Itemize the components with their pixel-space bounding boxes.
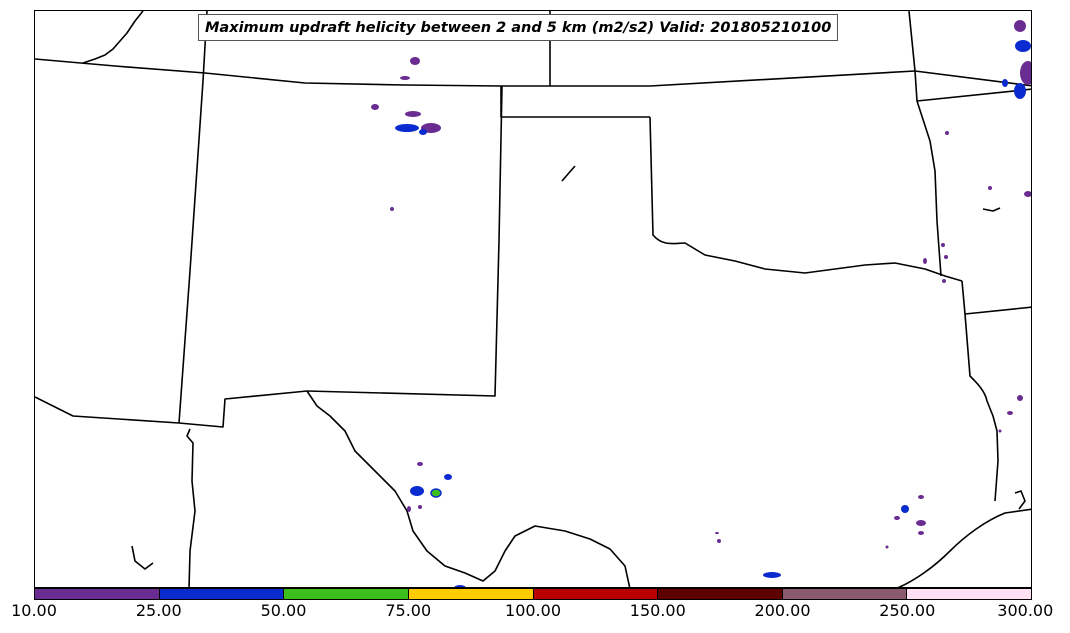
helicity-cell (715, 532, 719, 534)
helicity-cell (763, 572, 781, 578)
helicity-cell (410, 57, 420, 65)
state-border-arkansas-west (908, 11, 942, 277)
state-border-colorado-east (306, 85, 503, 397)
colorbar-tick-label: 25.00 (135, 601, 182, 620)
helicity-cell (923, 258, 927, 264)
helicity-cell (945, 131, 949, 135)
map-title: Maximum updraft helicity between 2 and 5… (198, 14, 839, 41)
helicity-cell (407, 506, 411, 512)
state-border-north (35, 58, 916, 87)
helicity-cell (1017, 395, 1023, 401)
helicity-cell (1015, 40, 1031, 52)
colorbar-segment (658, 589, 783, 599)
helicity-cell (944, 255, 948, 259)
helicity-cell (417, 462, 423, 466)
map-panel (34, 10, 1032, 588)
colorbar-segment (408, 589, 534, 599)
state-border-nm-tx (178, 390, 308, 428)
colorbar-segment (533, 589, 659, 599)
helicity-cell (1002, 79, 1008, 87)
state-border-rio-grande (306, 390, 631, 587)
colorbar (34, 588, 1032, 600)
helicity-cell (1014, 83, 1026, 99)
helicity-cell (941, 243, 945, 247)
state-border-kansas-north-right (914, 70, 1031, 87)
lake-feature-arkansas (982, 207, 1001, 212)
state-border-missouri-south (916, 88, 1031, 102)
lake-feature-border (131, 545, 154, 570)
colorbar-segment (159, 589, 285, 599)
helicity-cell (1031, 103, 1032, 109)
helicity-cell (988, 186, 992, 190)
helicity-cell (1007, 411, 1013, 415)
colorbar-tick-label: 200.00 (754, 601, 811, 620)
colorbar-segment (907, 589, 1031, 599)
state-border-oklahoma (649, 116, 963, 282)
helicity-cell (430, 488, 442, 498)
helicity-cell (1020, 61, 1031, 85)
helicity-cell (410, 486, 424, 496)
state-border-nebraska-kansas (500, 86, 650, 118)
helicity-cell (395, 124, 419, 132)
state-border-tx-la (964, 313, 999, 502)
colorbar-segment (35, 589, 160, 599)
coastline-gulf (897, 508, 1031, 587)
helicity-cell (918, 495, 924, 499)
state-border-az-nm-west (35, 396, 180, 424)
colorbar-tick-label: 250.00 (879, 601, 936, 620)
helicity-cell (400, 76, 410, 80)
colorbar-segment (284, 589, 409, 599)
state-border-arkansas-south (961, 280, 1031, 315)
state-border-colorado-west (178, 11, 208, 424)
helicity-cells (371, 20, 1032, 587)
helicity-cell (885, 545, 889, 549)
colorbar-tick-label: 300.00 (997, 601, 1054, 620)
colorbar-tick-label: 10.00 (11, 601, 57, 620)
helicity-cell (405, 111, 421, 117)
lake-feature-utah (82, 11, 144, 64)
colorbar-tick-label: 150.00 (629, 601, 686, 620)
helicity-cell (998, 429, 1002, 433)
helicity-cell (418, 505, 422, 509)
helicity-cell (717, 539, 721, 543)
helicity-cell (1024, 191, 1031, 197)
helicity-cell (454, 585, 466, 587)
helicity-cell (942, 279, 946, 283)
helicity-cell (894, 516, 900, 520)
map-borders (35, 11, 1032, 587)
colorbar-tick-label: 100.00 (505, 601, 561, 620)
colorbar-tick-label: 50.00 (260, 601, 307, 620)
state-border-az-nm-south (186, 428, 196, 587)
helicity-cell (390, 207, 394, 211)
helicity-cell (444, 474, 452, 480)
helicity-cell (1014, 20, 1026, 32)
colorbar-segment (782, 589, 908, 599)
helicity-cell (419, 129, 427, 135)
helicity-cell (371, 104, 379, 110)
lake-feature-tx-coast (1014, 490, 1026, 510)
lake-feature-oklahoma (561, 165, 576, 182)
colorbar-tick-label: 75.00 (385, 601, 432, 620)
helicity-cell (901, 505, 909, 513)
helicity-cell (918, 531, 924, 535)
helicity-cell (916, 520, 926, 526)
